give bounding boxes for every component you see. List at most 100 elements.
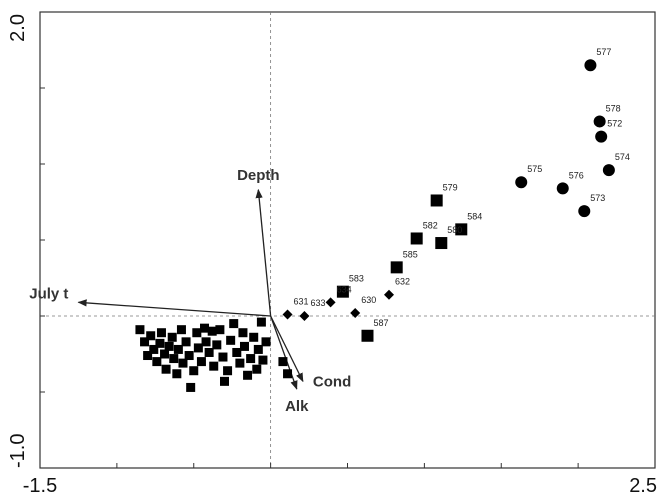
point [325,297,336,308]
point [595,130,608,143]
point [169,354,179,364]
point [258,355,268,365]
vector-arrow [270,315,304,383]
point [253,344,263,354]
point [173,344,183,354]
point [578,205,591,218]
vector-label: Alk [285,398,309,415]
point [430,194,443,207]
x-tick-label: -1.5 [23,475,57,497]
point-label: 631 [294,296,309,306]
point [140,337,150,347]
point-label: 587 [373,318,388,328]
point [390,261,403,274]
vector-label: July t [29,285,68,302]
point-label: 574 [615,152,630,162]
point [149,344,159,354]
point [243,370,253,380]
point [238,328,248,338]
point [252,364,262,374]
point [215,325,225,335]
point [249,332,259,342]
point [209,361,219,371]
point [410,232,423,245]
point-label: 580 [447,225,462,235]
point [229,319,239,329]
point [200,323,210,333]
vector-arrow [255,188,272,317]
point [167,332,177,342]
point [146,331,156,341]
point-label: 577 [596,47,611,57]
point [239,341,249,351]
point-label: 584 [467,211,482,221]
point [226,335,236,345]
vector-arrow [270,315,298,390]
vector-label: Cond [313,373,351,390]
point-label: 572 [607,119,622,129]
point [232,347,242,357]
point [282,309,293,320]
x-tick-label: 2.5 [629,475,657,497]
point-label: 582 [423,220,438,230]
point [223,366,233,376]
point [350,307,361,318]
point [218,352,228,362]
point [455,223,468,236]
point [176,325,186,335]
point [156,328,166,338]
y-tick-label: 2.0 [7,14,29,42]
point [184,351,194,361]
point [152,357,162,367]
point-label: 634 [337,284,352,294]
point [135,325,145,335]
y-tick-label: -1.0 [7,434,29,468]
point-label: 576 [569,170,584,180]
point [161,364,171,374]
point [283,369,293,379]
point [435,237,448,250]
point [256,317,266,327]
plot-frame [39,11,656,469]
point [193,343,203,353]
point [155,338,165,348]
point-label: 632 [395,277,410,287]
point-label: 633 [310,298,325,308]
point [212,340,222,350]
point [584,59,597,72]
point [384,289,395,300]
point [143,351,153,361]
point [556,182,569,195]
point [278,357,288,367]
point [336,285,349,298]
point [207,326,217,336]
point-label: 575 [527,164,542,174]
point [299,311,310,321]
point [361,329,374,342]
point [515,176,528,189]
point-label: 583 [349,274,364,284]
point [196,357,206,367]
point [186,382,196,392]
point [201,337,211,347]
point [189,366,199,376]
point [178,358,188,368]
point [164,341,174,351]
point [192,328,202,338]
point [593,115,606,128]
point-label: 573 [590,193,605,203]
point [204,347,214,357]
point [172,369,182,379]
point [160,349,170,359]
point [181,337,191,347]
point [235,358,245,368]
vector-arrow [77,299,271,317]
point [246,354,256,364]
point-label: 585 [403,249,418,259]
point [602,164,615,177]
point-label: 578 [606,103,621,113]
point [220,376,229,386]
point-label: 630 [361,295,376,305]
point-label: 579 [443,182,458,192]
